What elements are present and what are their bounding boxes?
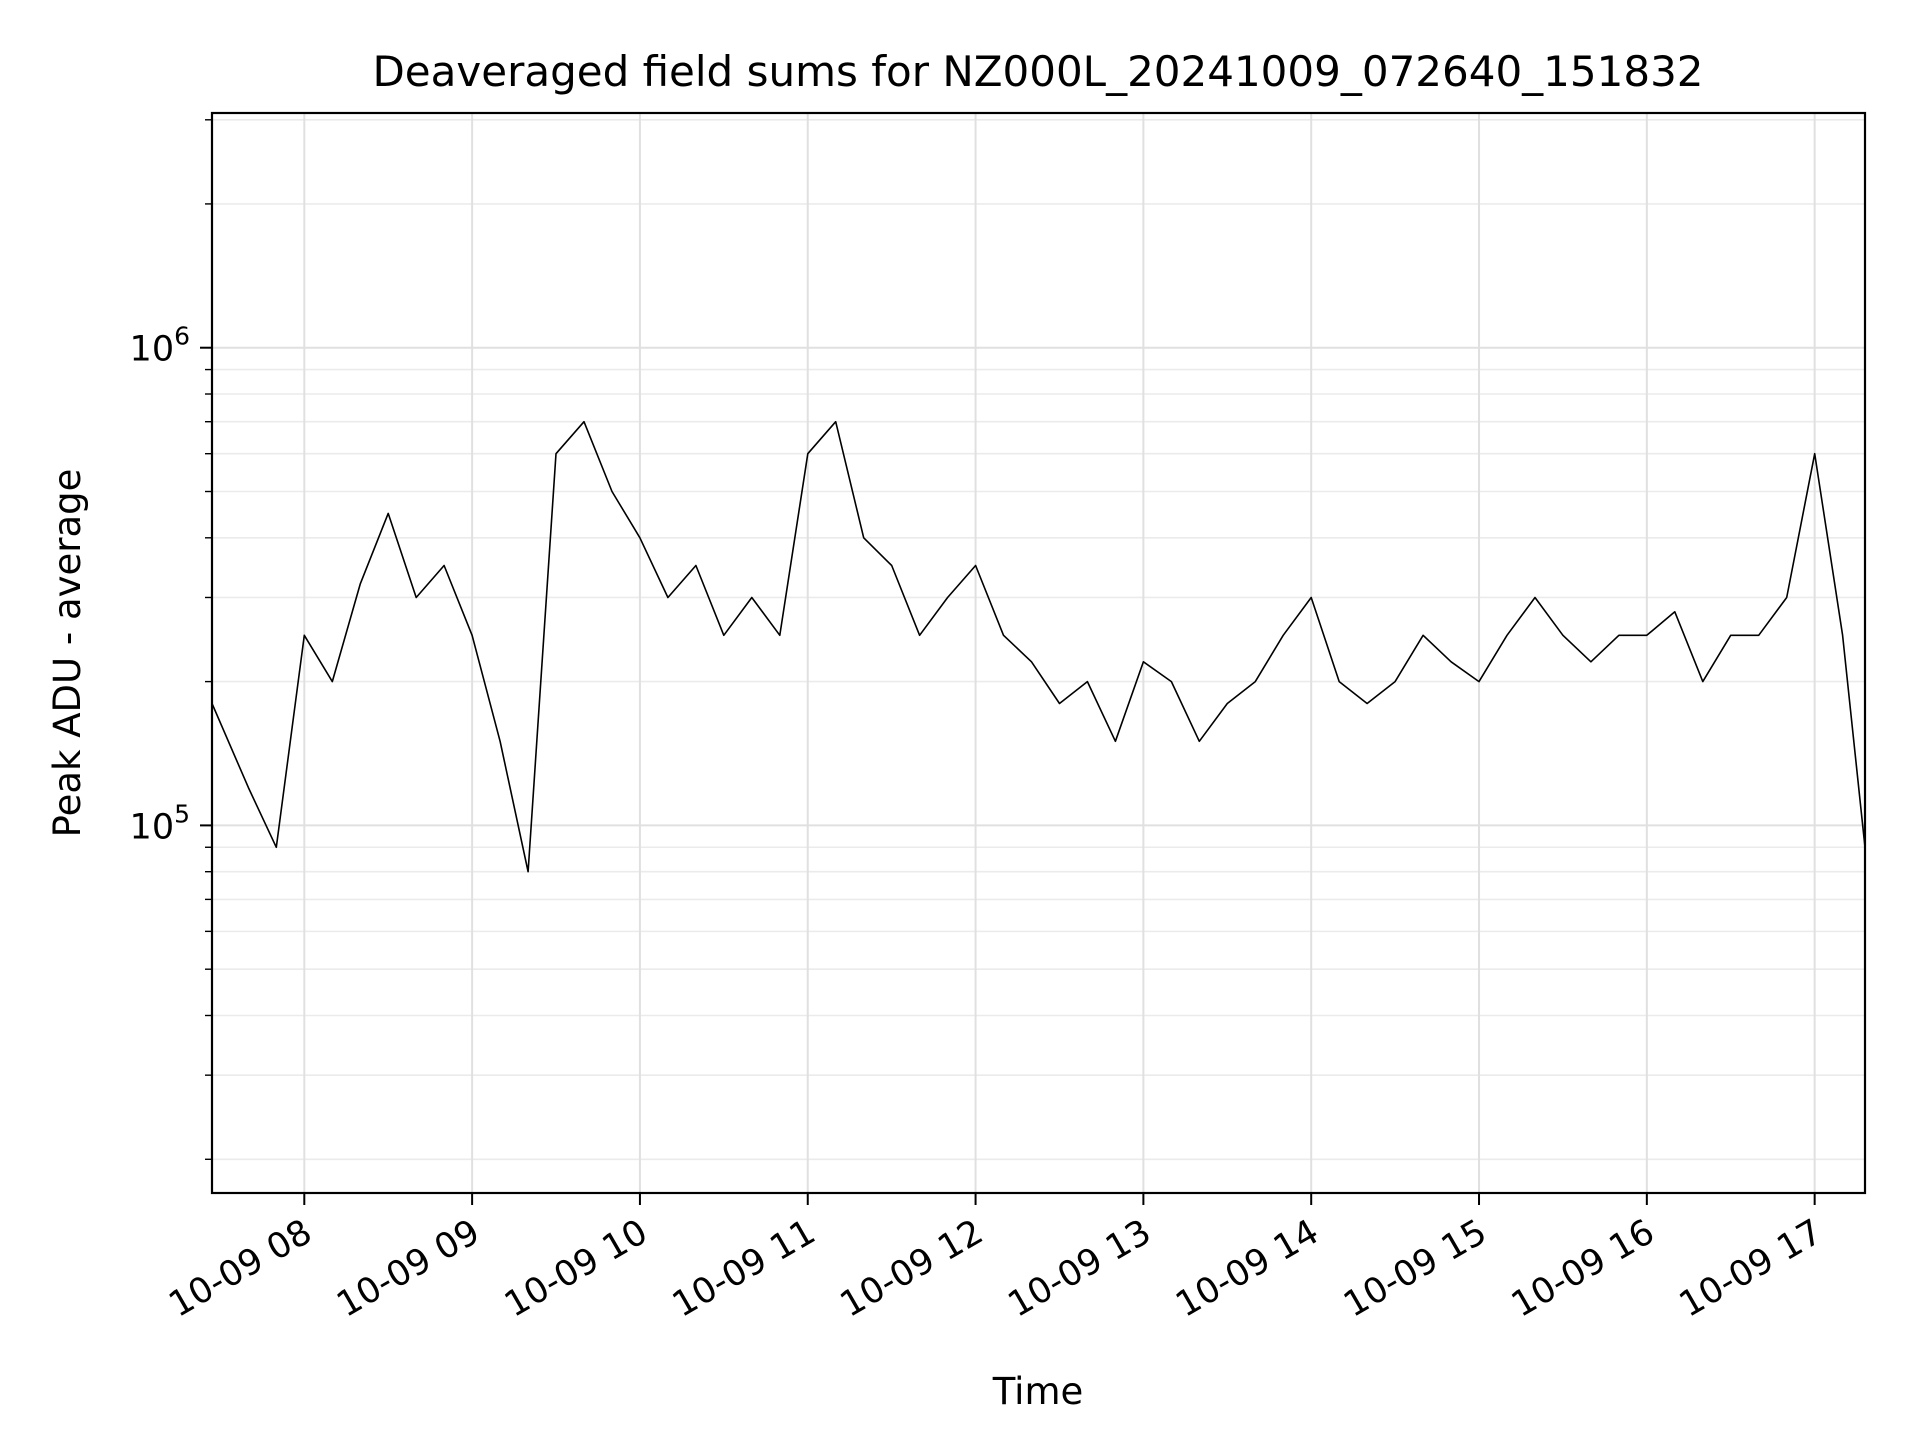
y-tick-exponent: 5 bbox=[174, 799, 190, 828]
y-tick-base: 10 bbox=[130, 330, 175, 370]
x-axis-label: Time bbox=[992, 1370, 1084, 1413]
y-tick-base: 10 bbox=[130, 807, 175, 847]
chart-title: Deaveraged field sums for NZ000L_2024100… bbox=[372, 47, 1703, 96]
y-tick-exponent: 6 bbox=[174, 322, 190, 351]
y-axis-label: Peak ADU - average bbox=[46, 469, 89, 838]
